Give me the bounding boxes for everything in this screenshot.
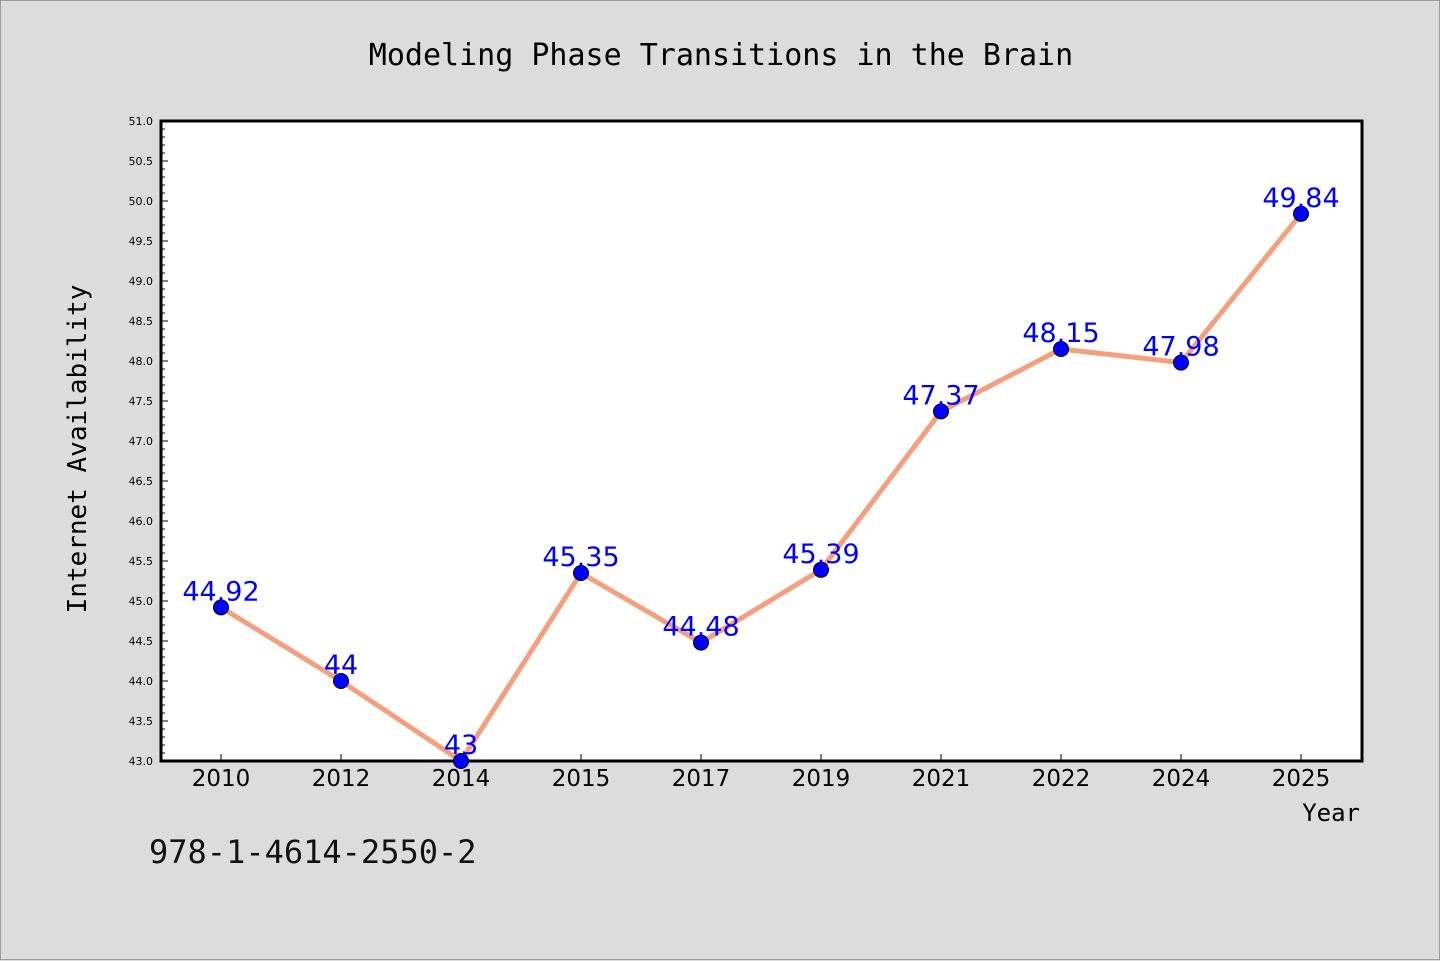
- data-point: [573, 565, 589, 581]
- y-tick-label: 44.5: [129, 635, 154, 648]
- data-label: 44.92: [182, 576, 259, 607]
- y-tick-label: 43.0: [129, 755, 154, 768]
- y-tick-label: 45.0: [129, 595, 154, 608]
- data-label: 45.39: [782, 539, 859, 570]
- x-tick-label: 2025: [1272, 766, 1331, 792]
- data-label: 44.48: [662, 612, 739, 643]
- y-tick-label: 46.5: [129, 475, 154, 488]
- data-point: [453, 753, 469, 769]
- y-tick-label: 51.0: [129, 115, 154, 128]
- data-point: [1293, 205, 1309, 222]
- data-point: [933, 403, 949, 420]
- data-label: 49.84: [1262, 183, 1339, 214]
- x-tick-label: 2014: [432, 766, 491, 792]
- x-tick-label: 2019: [792, 766, 851, 792]
- y-tick-label: 50.0: [129, 195, 154, 208]
- y-tick-label: 48.0: [129, 355, 154, 368]
- y-tick-label: 50.5: [129, 155, 154, 168]
- data-point: [213, 599, 229, 616]
- y-tick-label: 48.5: [129, 315, 154, 328]
- y-tick-label: 47.5: [129, 395, 154, 408]
- x-tick-label: 2012: [312, 766, 371, 792]
- data-point: [333, 673, 349, 689]
- chart-title: Modeling Phase Transitions in the Brain: [369, 38, 1073, 73]
- y-tick-label: 43.5: [129, 715, 154, 728]
- x-axis-tick-labels: 2010 2012 2014 2015 2017 2019 2021 2022 2024 2025: [192, 766, 1331, 792]
- data-label: 43: [444, 730, 478, 761]
- y-tick-label: 49.0: [129, 275, 154, 288]
- x-tick-label: 2017: [672, 766, 731, 792]
- data-label: 48.15: [1022, 318, 1099, 349]
- data-point: [1173, 354, 1189, 371]
- data-label: 45.35: [542, 542, 619, 573]
- data-labels: 44.92 44 43 45.35 44.48 45.39 47.37 48.15 47.98 4…: [182, 183, 1339, 761]
- x-tick-label: 2010: [192, 766, 251, 792]
- y-tick-label: 46.0: [129, 515, 154, 528]
- plot-area: [159, 119, 1364, 763]
- y-axis-tick-labels: 43.0 43.5 44.0 44.5 45.0 45.5 46.0 46.5 47.0 47.5…: [129, 115, 154, 768]
- data-label: 44: [324, 650, 358, 681]
- x-axis-label: Year: [1302, 799, 1360, 827]
- data-label: 47.98: [1142, 332, 1219, 363]
- y-tick-label: 47.0: [129, 435, 154, 448]
- y-tick-label: 45.5: [129, 555, 154, 568]
- data-label: 47.37: [902, 380, 979, 411]
- y-tick-label: 49.5: [129, 235, 154, 248]
- y-axis-label: Internet Availability: [63, 285, 93, 614]
- data-markers: [213, 205, 1309, 769]
- y-axis-ticks: [161, 120, 168, 762]
- x-tick-label: 2022: [1032, 766, 1091, 792]
- y-tick-label: 44.0: [129, 675, 154, 688]
- x-tick-label: 2021: [912, 766, 971, 792]
- data-point: [693, 634, 709, 651]
- data-point: [813, 561, 829, 578]
- isbn-footer: 978-1-4614-2550-2: [149, 833, 477, 871]
- x-tick-label: 2024: [1152, 766, 1211, 792]
- series-line: [219, 212, 1303, 764]
- data-point: [1053, 341, 1069, 357]
- x-tick-label: 2015: [552, 766, 611, 792]
